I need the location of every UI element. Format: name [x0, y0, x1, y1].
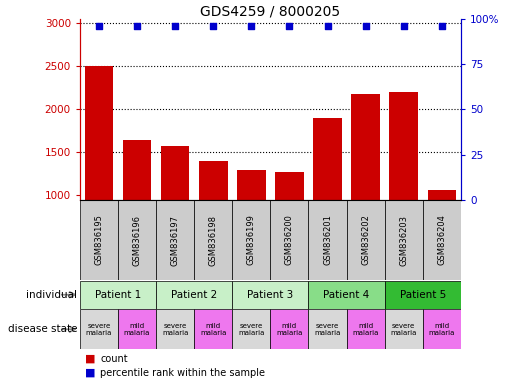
- Bar: [389, 92, 418, 281]
- Text: GSM836202: GSM836202: [361, 215, 370, 265]
- Text: GSM836201: GSM836201: [323, 215, 332, 265]
- Text: percentile rank within the sample: percentile rank within the sample: [100, 368, 265, 378]
- Text: count: count: [100, 354, 128, 364]
- Bar: [123, 141, 151, 281]
- Bar: [308, 281, 385, 309]
- Bar: [313, 118, 342, 281]
- Bar: [80, 309, 118, 349]
- Bar: [194, 309, 232, 349]
- Point: [323, 23, 332, 29]
- Bar: [308, 309, 347, 349]
- Text: severe
malaria: severe malaria: [390, 323, 417, 336]
- Bar: [270, 200, 308, 280]
- Bar: [385, 281, 461, 309]
- Text: GSM836196: GSM836196: [132, 215, 142, 265]
- Text: mild
malaria: mild malaria: [352, 323, 379, 336]
- Bar: [423, 200, 461, 280]
- Bar: [308, 200, 347, 280]
- Text: GSM836200: GSM836200: [285, 215, 294, 265]
- Bar: [80, 200, 118, 280]
- Bar: [118, 309, 156, 349]
- Bar: [275, 172, 304, 281]
- Bar: [347, 309, 385, 349]
- Text: severe
malaria: severe malaria: [314, 323, 341, 336]
- Bar: [156, 281, 232, 309]
- Text: individual: individual: [26, 290, 77, 300]
- Bar: [194, 200, 232, 280]
- Text: ■: ■: [85, 354, 95, 364]
- Point: [133, 23, 141, 29]
- Point: [285, 23, 294, 29]
- Point: [400, 23, 408, 29]
- Bar: [347, 200, 385, 280]
- Bar: [156, 309, 194, 349]
- Text: disease state: disease state: [8, 324, 77, 334]
- Bar: [232, 200, 270, 280]
- Bar: [161, 146, 190, 281]
- Text: Patient 2: Patient 2: [171, 290, 217, 300]
- Point: [247, 23, 255, 29]
- Text: GSM836195: GSM836195: [94, 215, 104, 265]
- Text: GSM836203: GSM836203: [399, 215, 408, 265]
- Text: mild
malaria: mild malaria: [428, 323, 455, 336]
- Bar: [427, 190, 456, 281]
- Point: [171, 23, 179, 29]
- Text: GSM836198: GSM836198: [209, 215, 218, 265]
- Text: mild
malaria: mild malaria: [200, 323, 227, 336]
- Text: Patient 5: Patient 5: [400, 290, 446, 300]
- Text: Patient 1: Patient 1: [95, 290, 141, 300]
- Text: severe
malaria: severe malaria: [162, 323, 188, 336]
- Bar: [232, 309, 270, 349]
- Bar: [199, 161, 228, 281]
- Text: Patient 4: Patient 4: [323, 290, 370, 300]
- Bar: [84, 66, 113, 281]
- Text: Patient 3: Patient 3: [247, 290, 294, 300]
- Text: GSM836204: GSM836204: [437, 215, 447, 265]
- Bar: [270, 309, 308, 349]
- Point: [362, 23, 370, 29]
- Bar: [385, 200, 423, 280]
- Text: severe
malaria: severe malaria: [85, 323, 112, 336]
- Point: [209, 23, 217, 29]
- Point: [438, 23, 446, 29]
- Bar: [385, 309, 423, 349]
- Bar: [80, 281, 156, 309]
- Text: GSM836199: GSM836199: [247, 215, 256, 265]
- Bar: [423, 309, 461, 349]
- Text: GSM836197: GSM836197: [170, 215, 180, 265]
- Bar: [232, 281, 308, 309]
- Text: ■: ■: [85, 368, 95, 378]
- Text: severe
malaria: severe malaria: [238, 323, 265, 336]
- Text: mild
malaria: mild malaria: [124, 323, 150, 336]
- Point: [95, 23, 103, 29]
- Title: GDS4259 / 8000205: GDS4259 / 8000205: [200, 4, 340, 18]
- Bar: [351, 94, 380, 281]
- Bar: [118, 200, 156, 280]
- Text: mild
malaria: mild malaria: [276, 323, 303, 336]
- Bar: [237, 170, 266, 281]
- Bar: [156, 200, 194, 280]
